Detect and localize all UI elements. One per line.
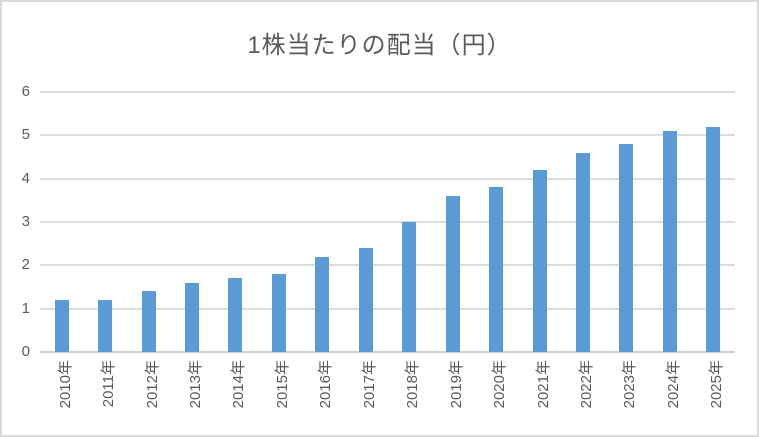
chart-title: 1株当たりの配当（円） bbox=[247, 32, 512, 59]
bar bbox=[315, 256, 330, 352]
x-tick-label: 2019年 bbox=[447, 360, 465, 409]
bar bbox=[619, 144, 634, 352]
bar bbox=[228, 278, 243, 352]
bar bbox=[489, 187, 504, 352]
x-tick-label: 2017年 bbox=[360, 360, 378, 409]
plot-area bbox=[40, 91, 735, 353]
y-tick-label: 4 bbox=[21, 169, 30, 187]
x-tick-label: 2013年 bbox=[187, 360, 205, 409]
bar bbox=[185, 282, 200, 352]
bar bbox=[54, 300, 69, 352]
gridline bbox=[40, 351, 735, 353]
y-tick-label: 5 bbox=[21, 126, 30, 144]
bar bbox=[532, 170, 547, 352]
gridline bbox=[40, 177, 735, 180]
bar bbox=[445, 196, 460, 352]
bar bbox=[271, 274, 286, 352]
y-tick-label: 2 bbox=[21, 256, 30, 274]
x-tick-label: 2024年 bbox=[664, 360, 682, 409]
bar bbox=[358, 248, 373, 352]
bar bbox=[706, 126, 721, 352]
x-tick-label: 2010年 bbox=[56, 360, 74, 409]
gridline bbox=[40, 264, 735, 267]
x-tick-label: 2018年 bbox=[404, 360, 422, 409]
x-tick-label: 2011年 bbox=[100, 360, 118, 408]
x-tick-label: 2016年 bbox=[317, 360, 335, 409]
x-tick-label: 2015年 bbox=[273, 360, 291, 409]
y-tick-label: 0 bbox=[21, 343, 30, 360]
x-tick-label: 2020年 bbox=[491, 360, 509, 409]
gridline bbox=[40, 307, 735, 310]
y-tick-label: 6 bbox=[21, 83, 30, 100]
bar bbox=[98, 300, 113, 352]
gridline bbox=[40, 221, 735, 223]
x-tick-label: 2023年 bbox=[621, 360, 639, 409]
y-tick-label: 1 bbox=[21, 299, 30, 317]
x-tick-label: 2021年 bbox=[534, 360, 552, 409]
x-tick-label: 2014年 bbox=[230, 360, 248, 409]
x-tick-label: 2022年 bbox=[577, 360, 595, 409]
gridline bbox=[40, 91, 735, 93]
x-tick-label: 2012年 bbox=[143, 360, 161, 409]
bar bbox=[141, 291, 156, 352]
bar bbox=[662, 131, 677, 352]
y-tick-label: 3 bbox=[21, 213, 30, 230]
x-tick-label: 2025年 bbox=[708, 360, 726, 409]
bar bbox=[575, 152, 590, 352]
bar bbox=[402, 222, 417, 352]
gridline bbox=[40, 134, 735, 137]
